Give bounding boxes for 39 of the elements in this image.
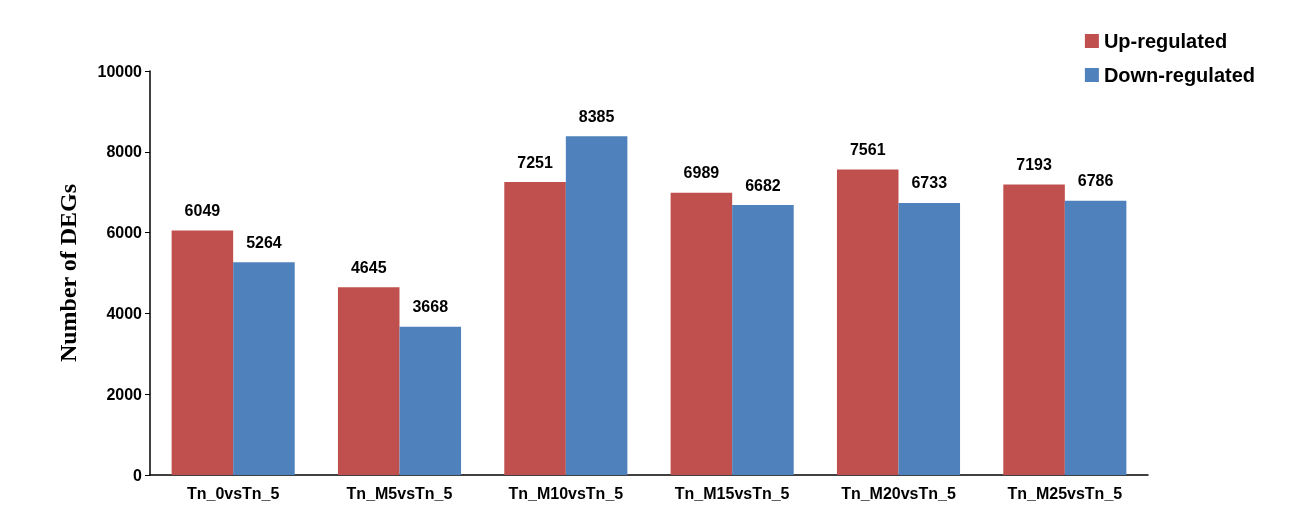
- bar: [233, 262, 295, 475]
- data-label: 7251: [517, 153, 553, 171]
- y-tick-label: 2000: [106, 385, 143, 403]
- data-label: 3668: [412, 298, 449, 316]
- legend-label: Down-regulated: [1103, 64, 1256, 86]
- y-tick-label: 4000: [106, 304, 143, 322]
- legend-label: Up-regulated: [1103, 30, 1228, 52]
- data-label: 8385: [578, 107, 615, 125]
- data-label: 7193: [1016, 155, 1052, 173]
- x-tick-label: Tn_M5vsTn_5: [346, 484, 453, 502]
- x-tick-label: Tn_M15vsTn_5: [674, 484, 790, 502]
- x-tick-label: Tn_M10vsTn_5: [508, 484, 624, 502]
- data-label: 6049: [184, 202, 221, 220]
- data-label: 4645: [350, 258, 387, 276]
- x-tick-label: Tn_0vsTn_5: [186, 484, 280, 502]
- bar: [504, 182, 566, 475]
- bar: [337, 287, 400, 475]
- bar: [171, 230, 234, 475]
- bar: [836, 169, 899, 475]
- y-axis-title: Number of DEGs: [55, 183, 81, 363]
- bar: [565, 136, 628, 475]
- data-label: 7561: [849, 141, 886, 159]
- data-label: 6733: [911, 174, 948, 192]
- data-label: 6682: [745, 176, 781, 194]
- x-tick-label: Tn_M20vsTn_5: [841, 484, 956, 502]
- data-label: 5264: [246, 233, 282, 251]
- bar: [1064, 200, 1127, 475]
- bar: [399, 326, 462, 475]
- y-tick-label: 0: [133, 466, 143, 484]
- bar: [670, 192, 733, 475]
- y-tick-label: 10000: [97, 62, 143, 80]
- x-tick-label: Tn_M25vsTn_5: [1007, 484, 1123, 502]
- y-tick-label: 6000: [106, 224, 143, 242]
- bar: [898, 202, 961, 475]
- data-label: 6786: [1077, 172, 1114, 190]
- bar: [732, 205, 794, 475]
- y-tick-label: 8000: [106, 143, 143, 161]
- data-label: 6989: [683, 164, 720, 182]
- bar: [1003, 184, 1065, 475]
